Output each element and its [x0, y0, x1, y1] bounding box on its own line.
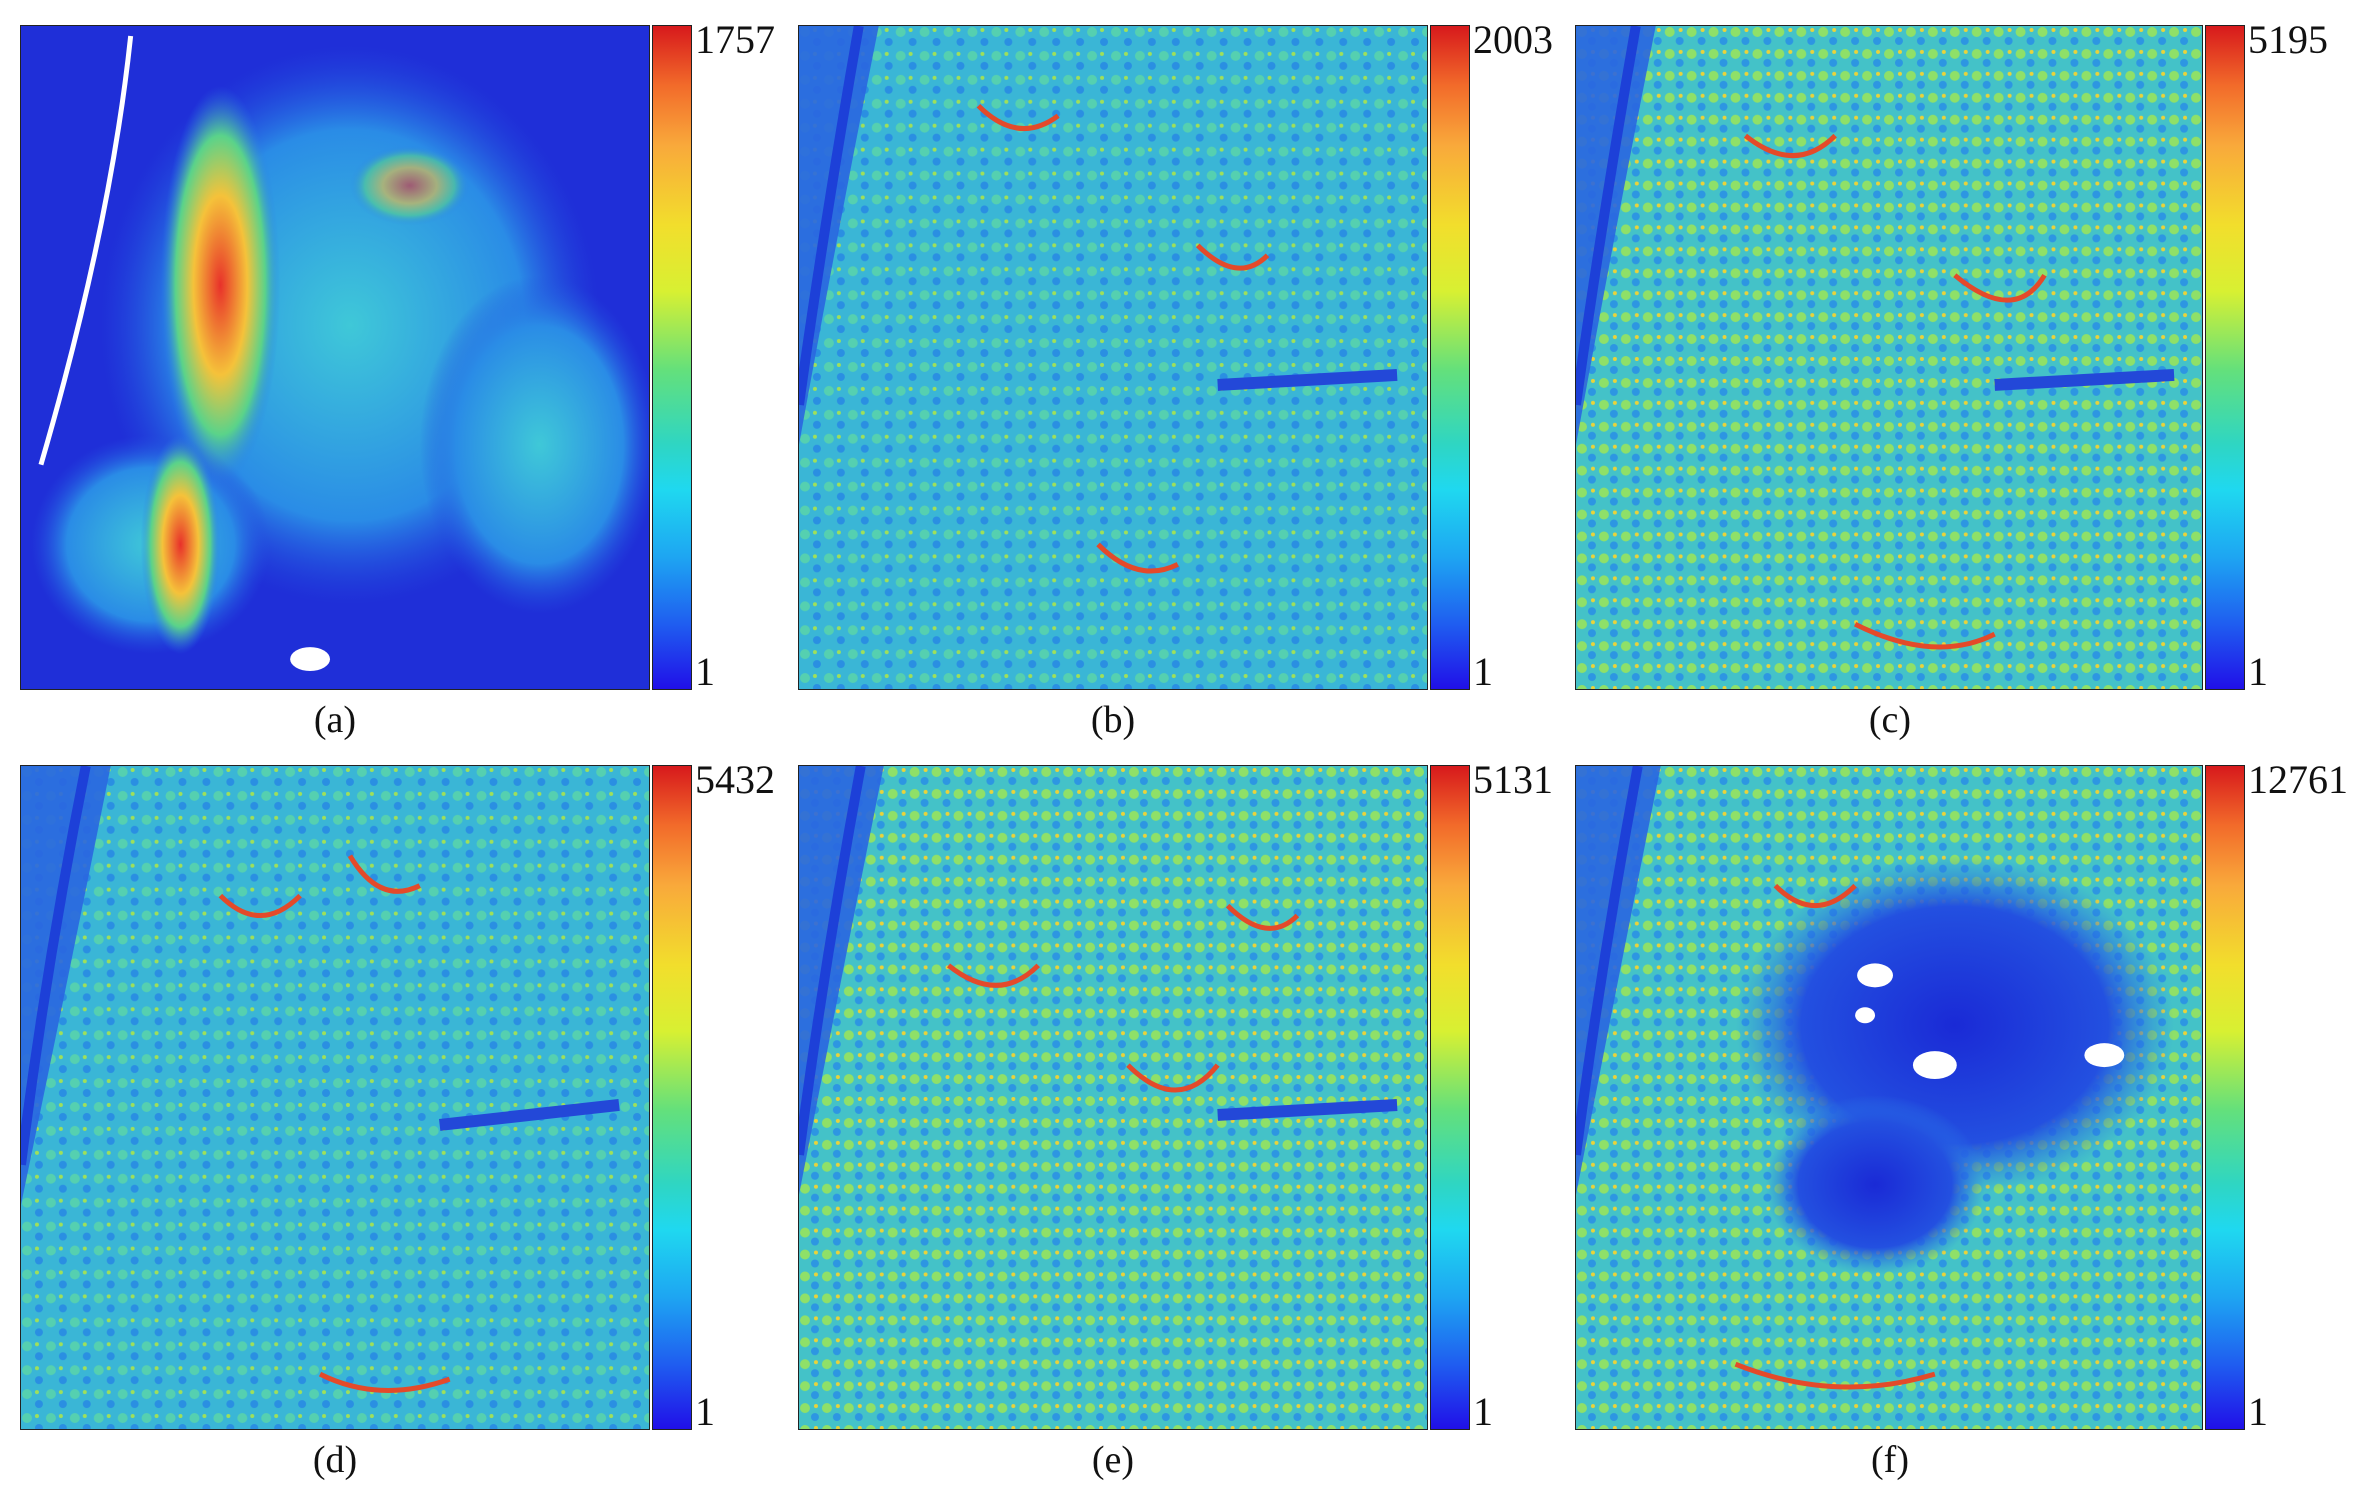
heatmap-a	[20, 25, 650, 690]
colorbar-max-a: 1757	[695, 17, 775, 62]
colorbar-min-e: 1	[1473, 1389, 1493, 1434]
colorbar-b	[1430, 25, 1470, 690]
panel-label-f: (f)	[1871, 1439, 1909, 1481]
heatmap-d	[20, 765, 650, 1430]
heatmap-b	[798, 25, 1428, 690]
colorbar-max-c: 5195	[2248, 17, 2328, 62]
colorbar-d	[652, 765, 692, 1430]
panel-label-a: (a)	[313, 699, 357, 741]
panel-label-e: (e)	[1091, 1439, 1135, 1481]
colorbar-min-d: 1	[695, 1389, 715, 1434]
colorbar-min-b: 1	[1473, 649, 1493, 694]
colorbar-max-d: 5432	[695, 757, 775, 802]
colorbar-min-f: 1	[2248, 1389, 2268, 1434]
heatmap-c	[1575, 25, 2203, 690]
colorbar-c	[2205, 25, 2245, 690]
colorbar-min-c: 1	[2248, 649, 2268, 694]
heatmap-f	[1575, 765, 2203, 1430]
colorbar-max-e: 5131	[1473, 757, 1553, 802]
heatmap-e	[798, 765, 1428, 1430]
colorbar-max-f: 12761	[2248, 757, 2348, 802]
panel-label-d: (d)	[312, 1439, 358, 1481]
colorbar-max-b: 2003	[1473, 17, 1553, 62]
colorbar-min-a: 1	[695, 649, 715, 694]
panel-label-c: (c)	[1868, 699, 1912, 741]
colorbar-e	[1430, 765, 1470, 1430]
colorbar-f	[2205, 765, 2245, 1430]
panel-label-b: (b)	[1090, 699, 1136, 741]
colorbar-a	[652, 25, 692, 690]
